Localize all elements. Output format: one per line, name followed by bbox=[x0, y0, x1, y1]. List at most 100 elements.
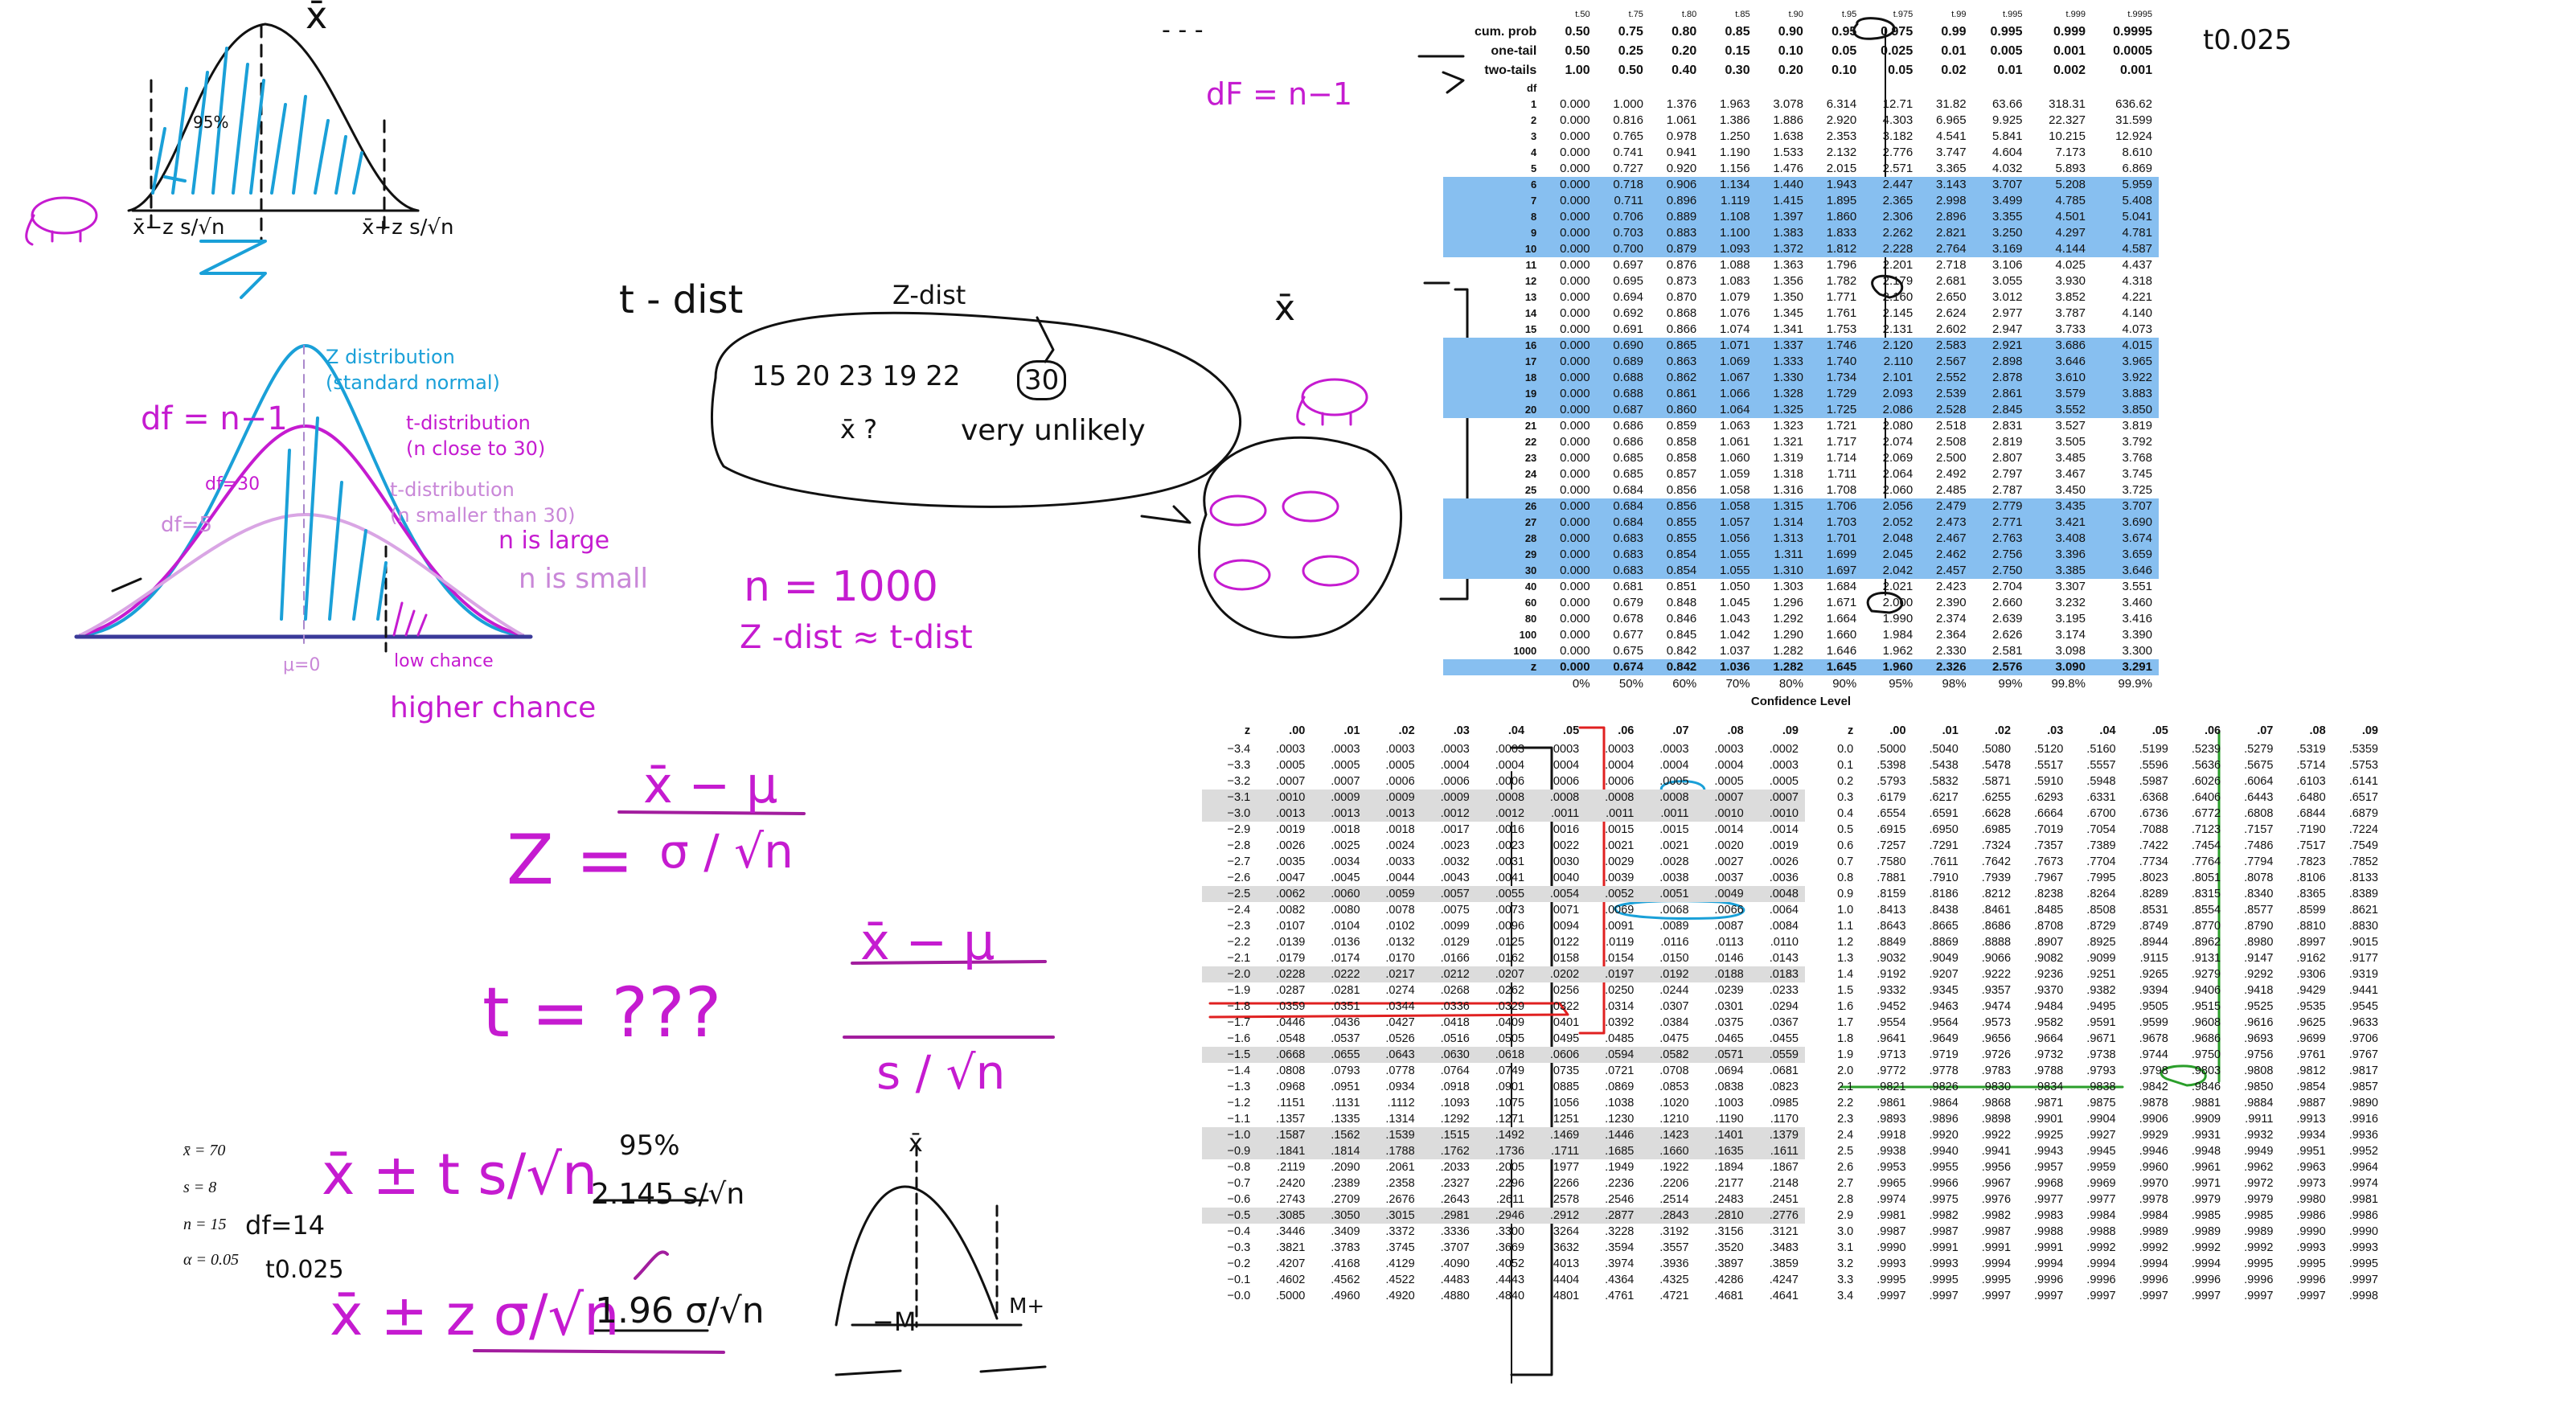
t-value-cell: 0.000 bbox=[1543, 177, 1597, 193]
z-prob-cell: .9987 bbox=[1877, 1225, 1906, 1238]
t-value-cell: 1.060 bbox=[1720, 451, 1750, 465]
z-prob-cell: .6591 bbox=[1929, 807, 1959, 820]
z-prob-cell: .9998 bbox=[2348, 1290, 2378, 1302]
z-prob-cell: .9963 bbox=[2296, 1161, 2326, 1174]
t-value-cell: 0.706 bbox=[1596, 209, 1650, 225]
z-prob-cell: .9997 bbox=[1929, 1290, 1959, 1302]
z-prob-cell: .6554 bbox=[1877, 807, 1906, 820]
z-prob-cell: .5871 bbox=[1981, 775, 2012, 788]
z-prob-cell: .4960 bbox=[1331, 1290, 1360, 1302]
t-value-cell: 1.706 bbox=[1809, 498, 1864, 515]
t-confidence-cell: 98% bbox=[1942, 677, 1967, 691]
mu-minus-label: −M bbox=[872, 1306, 917, 1337]
z-value-label: −1.2 bbox=[1227, 1097, 1251, 1109]
t-value-cell: 2.086 bbox=[1863, 402, 1920, 418]
t-value-cell: 0.000 bbox=[1543, 498, 1597, 515]
t-df-cell: 21 bbox=[1524, 420, 1537, 432]
z-prob-cell: .0985 bbox=[1769, 1097, 1799, 1109]
t-value-cell: 0.683 bbox=[1596, 531, 1650, 547]
z-prob-cell: .8907 bbox=[2034, 936, 2064, 949]
t-value-cell: 0.678 bbox=[1613, 612, 1643, 625]
spacer bbox=[1597, 80, 1650, 96]
z-prob-cell: .4522 bbox=[1385, 1274, 1415, 1286]
t-df-cell: 6 bbox=[1443, 177, 1544, 193]
z-prob-cell: .9996 bbox=[2244, 1274, 2274, 1286]
z-prob-cell: .9279 bbox=[2191, 968, 2221, 981]
t-value-cell: 1.372 bbox=[1756, 241, 1810, 257]
z-value-label: −0.3 bbox=[1227, 1241, 1251, 1254]
z-value-label: −2.4 bbox=[1227, 904, 1251, 917]
z-prob-cell: .9971 bbox=[2191, 1177, 2221, 1190]
t-value-cell: 1.729 bbox=[1809, 386, 1864, 402]
t-value-cell: 0.854 bbox=[1649, 563, 1704, 579]
t-value-cell: 31.599 bbox=[2115, 113, 2152, 127]
t-value-cell: 3.408 bbox=[2028, 531, 2092, 547]
z-prob-cell: .5040 bbox=[1929, 743, 1959, 756]
z-table-row: 0.2 .5793 .5832 .5871 .5910 .5948 .5987 .6026 .6… bbox=[1807, 773, 2385, 790]
t0025-top-label: t0.025 bbox=[2203, 24, 2292, 56]
t-value-cell: 3.965 bbox=[2092, 354, 2159, 370]
z-prob-cell: .0011 bbox=[1640, 806, 1696, 822]
t-value-cell: 0.683 bbox=[1596, 563, 1650, 579]
z-prob-cell: .0158 bbox=[1549, 952, 1580, 965]
t-value-cell: 0.845 bbox=[1666, 628, 1697, 642]
t-col-symbol: t.80 bbox=[1681, 10, 1697, 19]
z-prob-cell: .8830 bbox=[2348, 920, 2378, 933]
z-prob-cell: .9719 bbox=[1929, 1048, 1959, 1061]
t-df-cell: 80 bbox=[1524, 613, 1537, 625]
z-prob-cell: .0029 bbox=[1605, 855, 1635, 868]
t-value-cell: 1.093 bbox=[1703, 241, 1757, 257]
z-prob-cell: .2033 bbox=[1440, 1161, 1470, 1174]
z-prob-cell: .8106 bbox=[2296, 872, 2326, 884]
z-prob-cell: .0853 bbox=[1659, 1081, 1689, 1093]
z-prob-cell: .9989 bbox=[2244, 1225, 2274, 1238]
t-value-cell: 0.694 bbox=[1613, 290, 1643, 304]
z-prob-cell: .7190 bbox=[2296, 823, 2326, 836]
t-z-cell: 1.960 bbox=[1863, 659, 1920, 675]
t-value-cell: 3.174 bbox=[2055, 628, 2086, 642]
t-value-cell: 1.057 bbox=[1703, 515, 1757, 531]
t-z-cell: 0.000 bbox=[1543, 659, 1597, 675]
t-value-cell: 3.460 bbox=[2122, 596, 2152, 609]
z-prob-cell: .5793 bbox=[1877, 775, 1906, 788]
z-formula-numerator: x̄ − μ bbox=[643, 756, 778, 814]
z-value-label: 0.3 bbox=[1837, 791, 1854, 804]
t-confidence-cell: 50% bbox=[1618, 677, 1643, 691]
z-prob-cell: .0021 bbox=[1659, 839, 1689, 852]
t-value-cell: 1.042 bbox=[1720, 628, 1750, 642]
z-prob-cell: .9671 bbox=[2086, 1032, 2116, 1045]
t-z-cell: 3.291 bbox=[2092, 659, 2159, 675]
z-prob-cell: .1788 bbox=[1366, 1143, 1421, 1159]
t-value-cell: 3.385 bbox=[2028, 563, 2092, 579]
z-header-cell: .01 bbox=[1343, 724, 1360, 737]
z-prob-cell: .0281 bbox=[1331, 984, 1360, 997]
z-prob-cell: .0014 bbox=[1769, 823, 1799, 836]
z-prob-cell: .1515 bbox=[1421, 1127, 1476, 1143]
given-xbar: x̄ = 70 bbox=[183, 1142, 226, 1159]
t-value-cell: 0.684 bbox=[1596, 515, 1650, 531]
z-prob-cell: .8365 bbox=[2296, 888, 2326, 900]
t-header-value: 0.005 bbox=[1990, 44, 2023, 58]
z-table-row: 0.4 .6554 .6591 .6628 .6664 .6700 .6736 .6772 .6… bbox=[1807, 806, 2385, 822]
t-value-cell: 0.000 bbox=[1560, 612, 1590, 625]
z-prob-cell: .1660 bbox=[1640, 1143, 1696, 1159]
z-prob-cell: .7517 bbox=[2296, 839, 2326, 852]
z-prob-cell: .0183 bbox=[1749, 966, 1805, 982]
z-value-label: 1.2 bbox=[1837, 936, 1854, 949]
t-value-cell: 3.421 bbox=[2028, 515, 2092, 531]
spacer bbox=[1757, 80, 1810, 96]
t-formula-numerator: x̄ − μ bbox=[860, 913, 995, 971]
z-prob-cell: .0559 bbox=[1749, 1047, 1805, 1063]
z-prob-cell: .1469 bbox=[1531, 1127, 1586, 1143]
t-value-cell: 0.711 bbox=[1596, 193, 1650, 209]
z-prob-cell: .3707 bbox=[1440, 1241, 1470, 1254]
z-prob-cell: .3745 bbox=[1385, 1241, 1415, 1254]
t-value-cell: 3.610 bbox=[2028, 370, 2092, 386]
elephant-icon bbox=[1209, 490, 1360, 591]
z-prob-cell: .1292 bbox=[1440, 1113, 1470, 1126]
z-prob-cell: .0694 bbox=[1714, 1064, 1744, 1077]
z-prob-cell: .9099 bbox=[2086, 952, 2116, 965]
z-prob-cell: .9664 bbox=[2034, 1032, 2064, 1045]
z-prob-cell: .9812 bbox=[2296, 1064, 2326, 1077]
z-table-row: −2.1 .0179 .0174 .0170 .0166 .0162 .0158 .0154.… bbox=[1202, 950, 1805, 966]
